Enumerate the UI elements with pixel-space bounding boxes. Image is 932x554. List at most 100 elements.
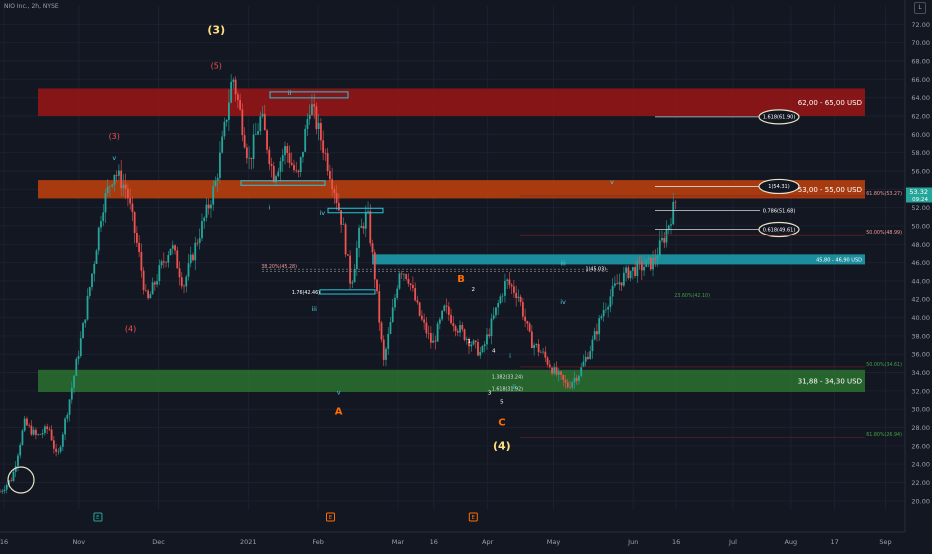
- candle-body: [109, 186, 111, 187]
- ret-label: 1.618(31.92): [492, 386, 523, 392]
- wave-label: iii: [560, 259, 566, 267]
- candle-body: [227, 102, 230, 120]
- fib-circle: [758, 178, 800, 195]
- candle-body: [61, 434, 64, 447]
- current-price-tag: [906, 187, 932, 203]
- candle-body: [506, 279, 509, 281]
- candle-body: [52, 440, 55, 449]
- candle-body: [600, 316, 603, 319]
- wave-label: 4: [492, 348, 496, 354]
- candle-body: [270, 164, 273, 166]
- candle-body: [335, 193, 338, 203]
- candle-body: [521, 302, 524, 317]
- time-tick-label: Dec: [152, 538, 165, 546]
- candle-body: [396, 288, 399, 298]
- current-price-value: 53.32: [909, 188, 928, 196]
- candle-body: [647, 257, 650, 260]
- candle-body: [149, 294, 152, 299]
- price-tick-label: 62.00: [911, 112, 930, 120]
- candle-body: [219, 152, 221, 178]
- candle-body: [324, 152, 327, 154]
- price-tick-label: 20.00: [911, 497, 930, 505]
- candle-body: [670, 224, 672, 226]
- candle-body: [571, 382, 574, 388]
- candle-body: [477, 342, 479, 356]
- candle-body: [266, 130, 268, 150]
- candle-body: [236, 94, 239, 101]
- candle-body: [389, 322, 392, 334]
- candle-body: [315, 106, 318, 129]
- candle-body: [616, 283, 619, 285]
- candle-body: [174, 245, 176, 251]
- candle-body: [627, 267, 630, 279]
- candle-body: [151, 282, 154, 295]
- candle-body: [364, 211, 367, 229]
- time-tick-label: 2021: [240, 538, 257, 546]
- candle-body: [115, 174, 118, 176]
- candle-body: [528, 323, 531, 332]
- candle-body: [68, 399, 71, 415]
- candle-body: [5, 484, 8, 490]
- wave-label: (3): [207, 23, 225, 36]
- candle-body: [351, 282, 354, 284]
- candle-body: [306, 119, 309, 129]
- candle-body: [241, 109, 244, 136]
- candle-body: [333, 189, 336, 194]
- candle-body: [613, 283, 616, 286]
- candle-body: [661, 238, 663, 241]
- candle-body: [293, 164, 295, 171]
- wave-label: (4): [493, 440, 511, 453]
- candle-body: [216, 177, 219, 181]
- candle-body: [66, 414, 69, 419]
- candle-body: [88, 287, 91, 296]
- price-tick-label: 72.00: [911, 21, 930, 29]
- candle-body: [403, 274, 405, 275]
- candle-body: [102, 212, 105, 222]
- candle-body: [360, 226, 363, 228]
- candle-body: [32, 429, 35, 435]
- wave-box: [240, 180, 326, 186]
- candle-body: [602, 310, 605, 317]
- candle-body: [385, 348, 387, 360]
- candle-body: [257, 131, 259, 135]
- candle-body: [555, 366, 558, 375]
- candle-body: [638, 261, 641, 262]
- wave-label: 5: [500, 400, 504, 406]
- price-tick-label: 42.00: [911, 296, 930, 304]
- candle-body: [434, 340, 437, 342]
- candle-body: [596, 331, 598, 335]
- candle-body: [400, 273, 403, 275]
- candle-body: [344, 224, 347, 255]
- candle-body: [313, 104, 316, 107]
- candle-body: [28, 425, 31, 426]
- candle-body: [259, 116, 262, 132]
- candles: [0, 74, 677, 495]
- candle-body: [362, 226, 365, 229]
- zone-label-green: 31,88 - 34,30 USD: [798, 378, 862, 386]
- wave-label: v: [337, 389, 341, 397]
- candle-body: [416, 300, 419, 303]
- candle-body: [391, 307, 394, 323]
- candle-body: [295, 170, 298, 171]
- candle-body: [472, 340, 475, 345]
- candle-body: [250, 157, 253, 159]
- log-scale-button[interactable]: L: [914, 2, 926, 14]
- candle-body: [358, 227, 360, 248]
- candle-body: [205, 204, 208, 218]
- candle-body: [605, 309, 607, 311]
- candle-body: [93, 263, 96, 274]
- candle-body: [104, 193, 107, 213]
- time-tick-label: 16: [672, 538, 680, 546]
- time-tick-label: Jun: [627, 538, 638, 546]
- candle-body: [438, 319, 441, 324]
- price-tick-label: 70.00: [911, 39, 930, 47]
- candle-body: [342, 224, 345, 225]
- candle-body: [620, 282, 623, 286]
- candle-body: [353, 268, 356, 283]
- candle-body: [409, 283, 412, 286]
- candle-body: [122, 184, 125, 189]
- fib-circle: [758, 221, 800, 238]
- price-tick-label: 60.00: [911, 131, 930, 139]
- candle-body: [468, 338, 470, 347]
